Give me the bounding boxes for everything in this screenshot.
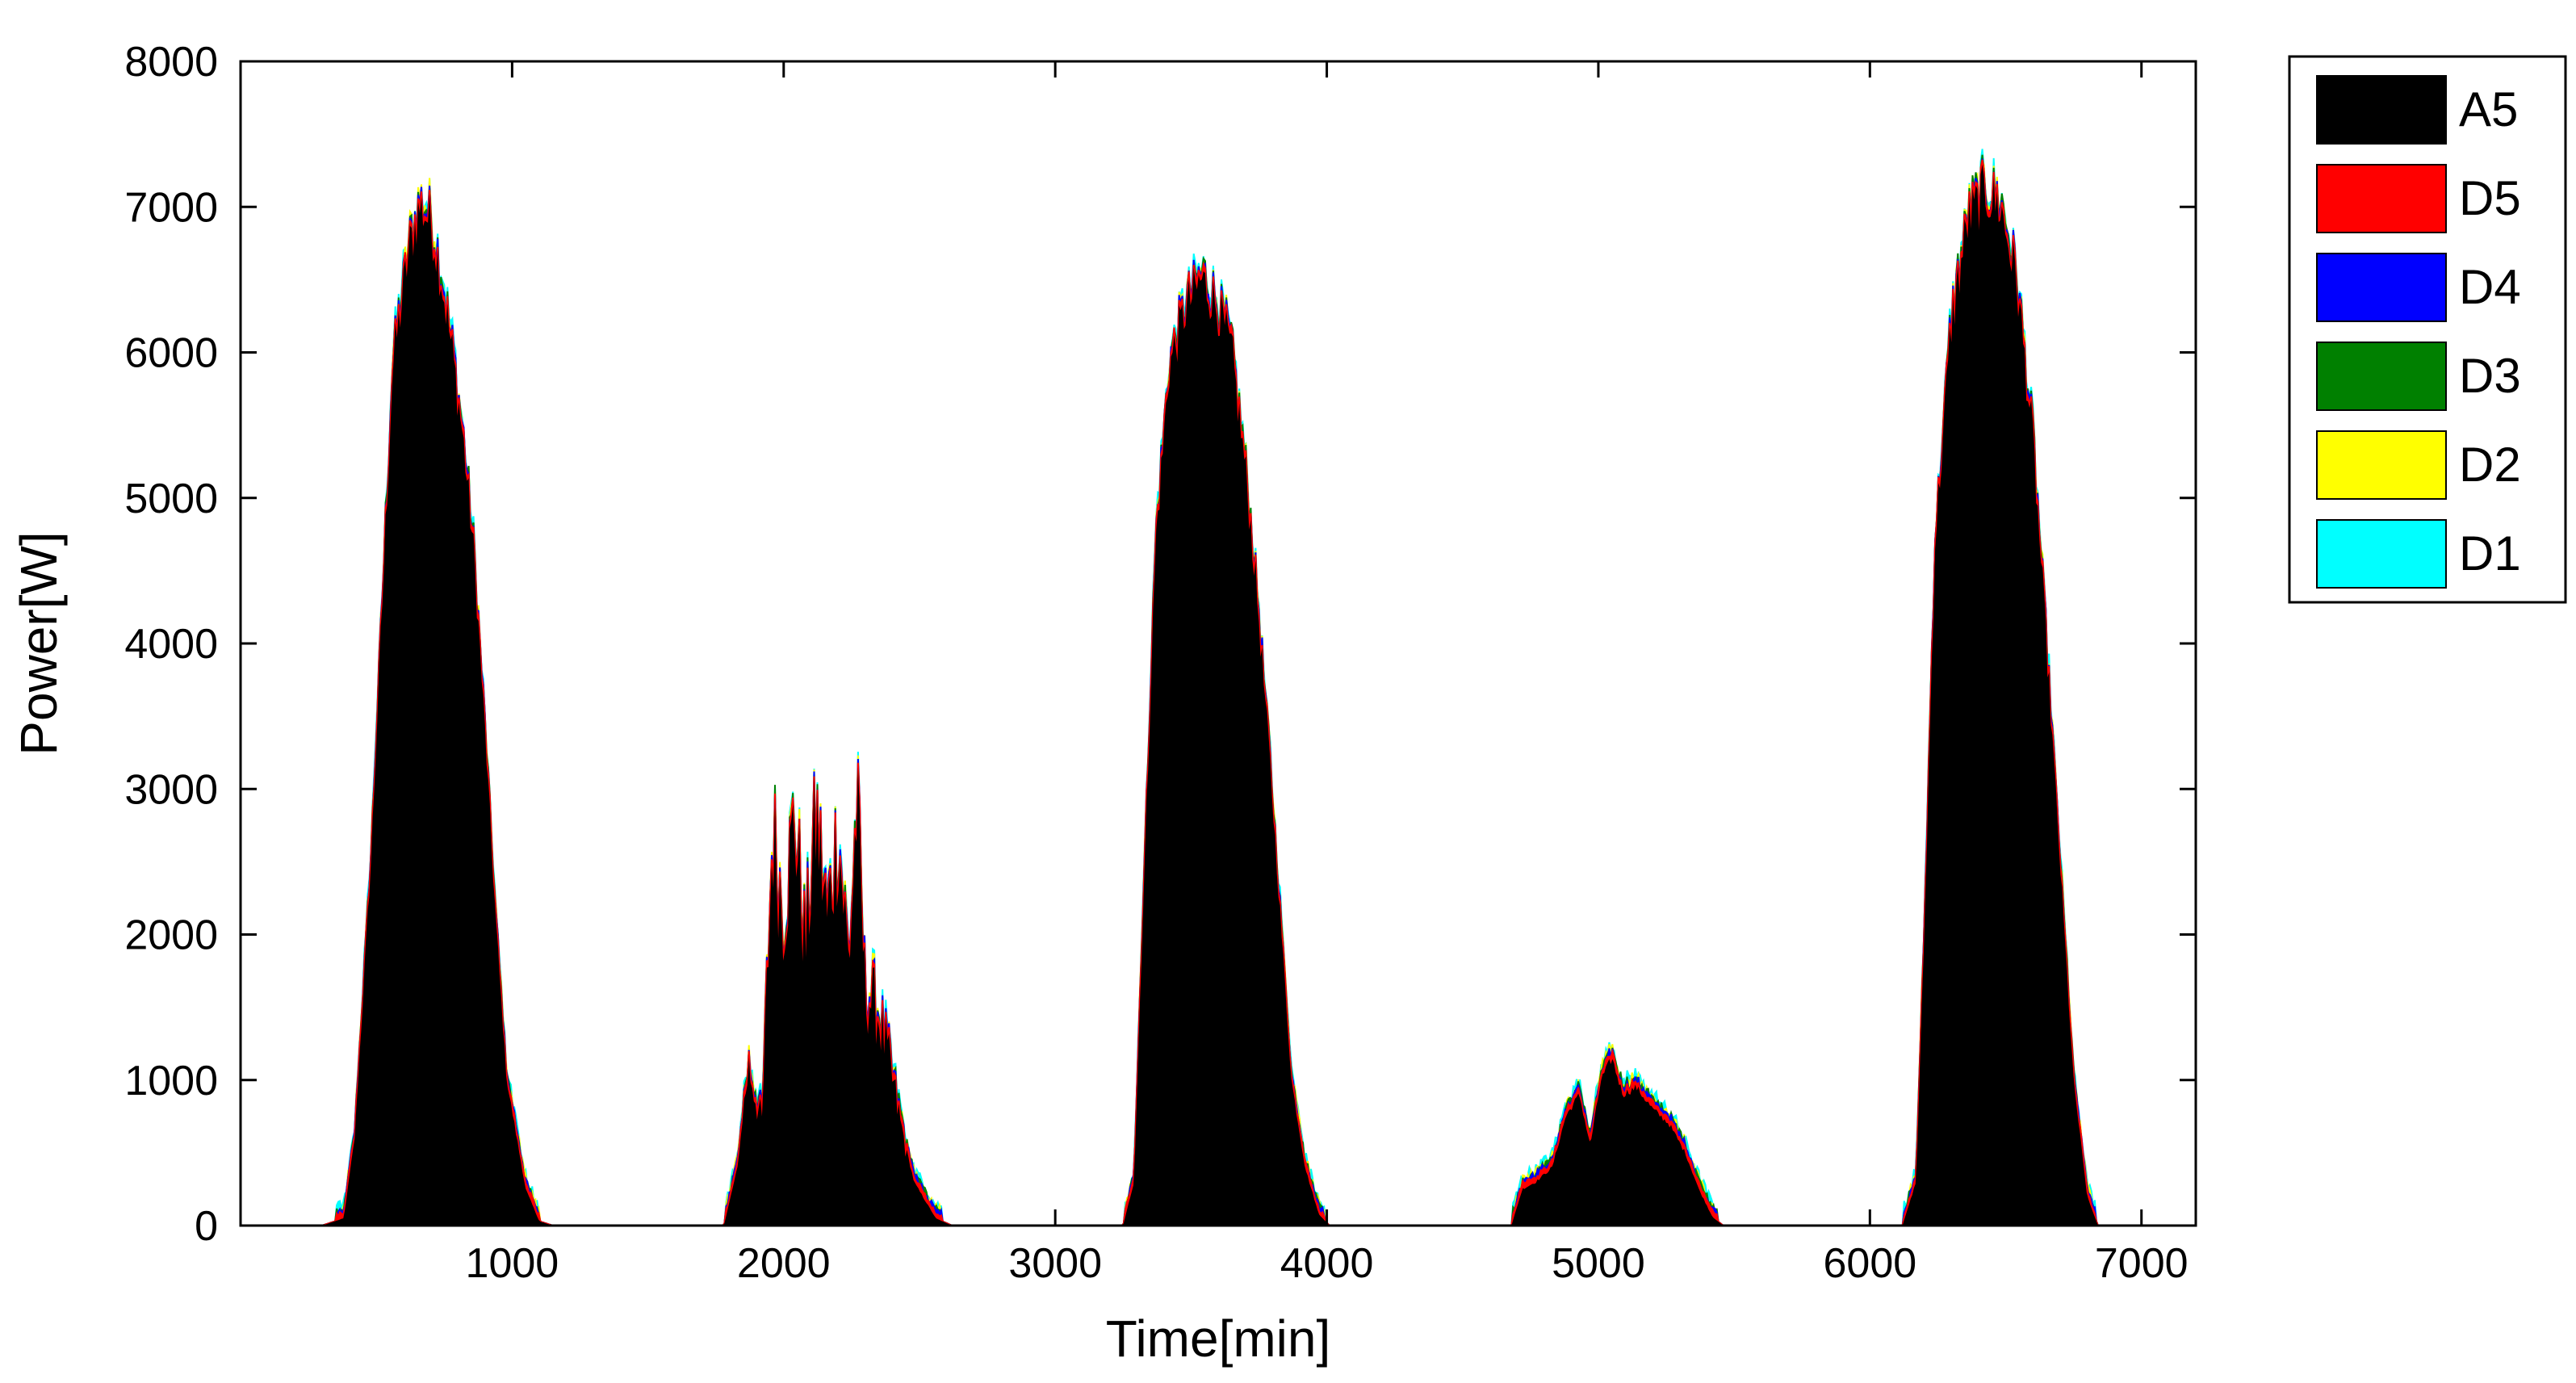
x-tick-label: 7000 — [2095, 1240, 2189, 1287]
series-a5-area — [241, 164, 2196, 1226]
y-tick-label: 4000 — [124, 621, 218, 668]
x-tick-label: 2000 — [737, 1240, 831, 1287]
x-tick-label: 5000 — [1552, 1240, 1645, 1287]
x-tick-label: 4000 — [1280, 1240, 1374, 1287]
y-tick-label: 0 — [195, 1203, 218, 1250]
legend-label-d5: D5 — [2459, 171, 2521, 225]
y-tick-label: 2000 — [124, 912, 218, 959]
legend-label-d4: D4 — [2459, 260, 2521, 314]
y-tick-label: 7000 — [124, 184, 218, 231]
x-tick-label: 1000 — [466, 1240, 559, 1287]
legend-label-a5: A5 — [2459, 82, 2518, 136]
y-axis-ticks: 0 1000 2000 3000 4000 5000 6000 7000 8000 — [124, 39, 2196, 1250]
y-tick-label: 6000 — [124, 330, 218, 377]
legend-label-d1: D1 — [2459, 526, 2521, 580]
x-axis-ticks: 1000 2000 3000 4000 5000 6000 7000 — [466, 61, 2189, 1287]
legend-swatch-d5 — [2316, 164, 2447, 233]
legend-swatch-a5 — [2316, 75, 2447, 145]
legend-swatch-d3 — [2316, 342, 2447, 411]
x-axis-label: Time[min] — [1106, 1310, 1331, 1368]
legend-label-d2: D2 — [2459, 438, 2521, 492]
y-tick-label: 5000 — [124, 476, 218, 522]
legend: A5 D5 D4 D3 D2 D1 — [2288, 55, 2567, 604]
legend-swatch-d2 — [2316, 430, 2447, 500]
y-axis-label: Power[W] — [10, 531, 68, 755]
legend-swatch-d1 — [2316, 519, 2447, 589]
legend-swatch-d4 — [2316, 253, 2447, 322]
x-tick-label: 3000 — [1008, 1240, 1102, 1287]
legend-label-d3: D3 — [2459, 349, 2521, 403]
y-tick-label: 1000 — [124, 1058, 218, 1104]
legend-frame — [2288, 55, 2567, 604]
y-tick-label: 8000 — [124, 39, 218, 86]
y-tick-label: 3000 — [124, 766, 218, 813]
x-tick-label: 6000 — [1823, 1240, 1916, 1287]
